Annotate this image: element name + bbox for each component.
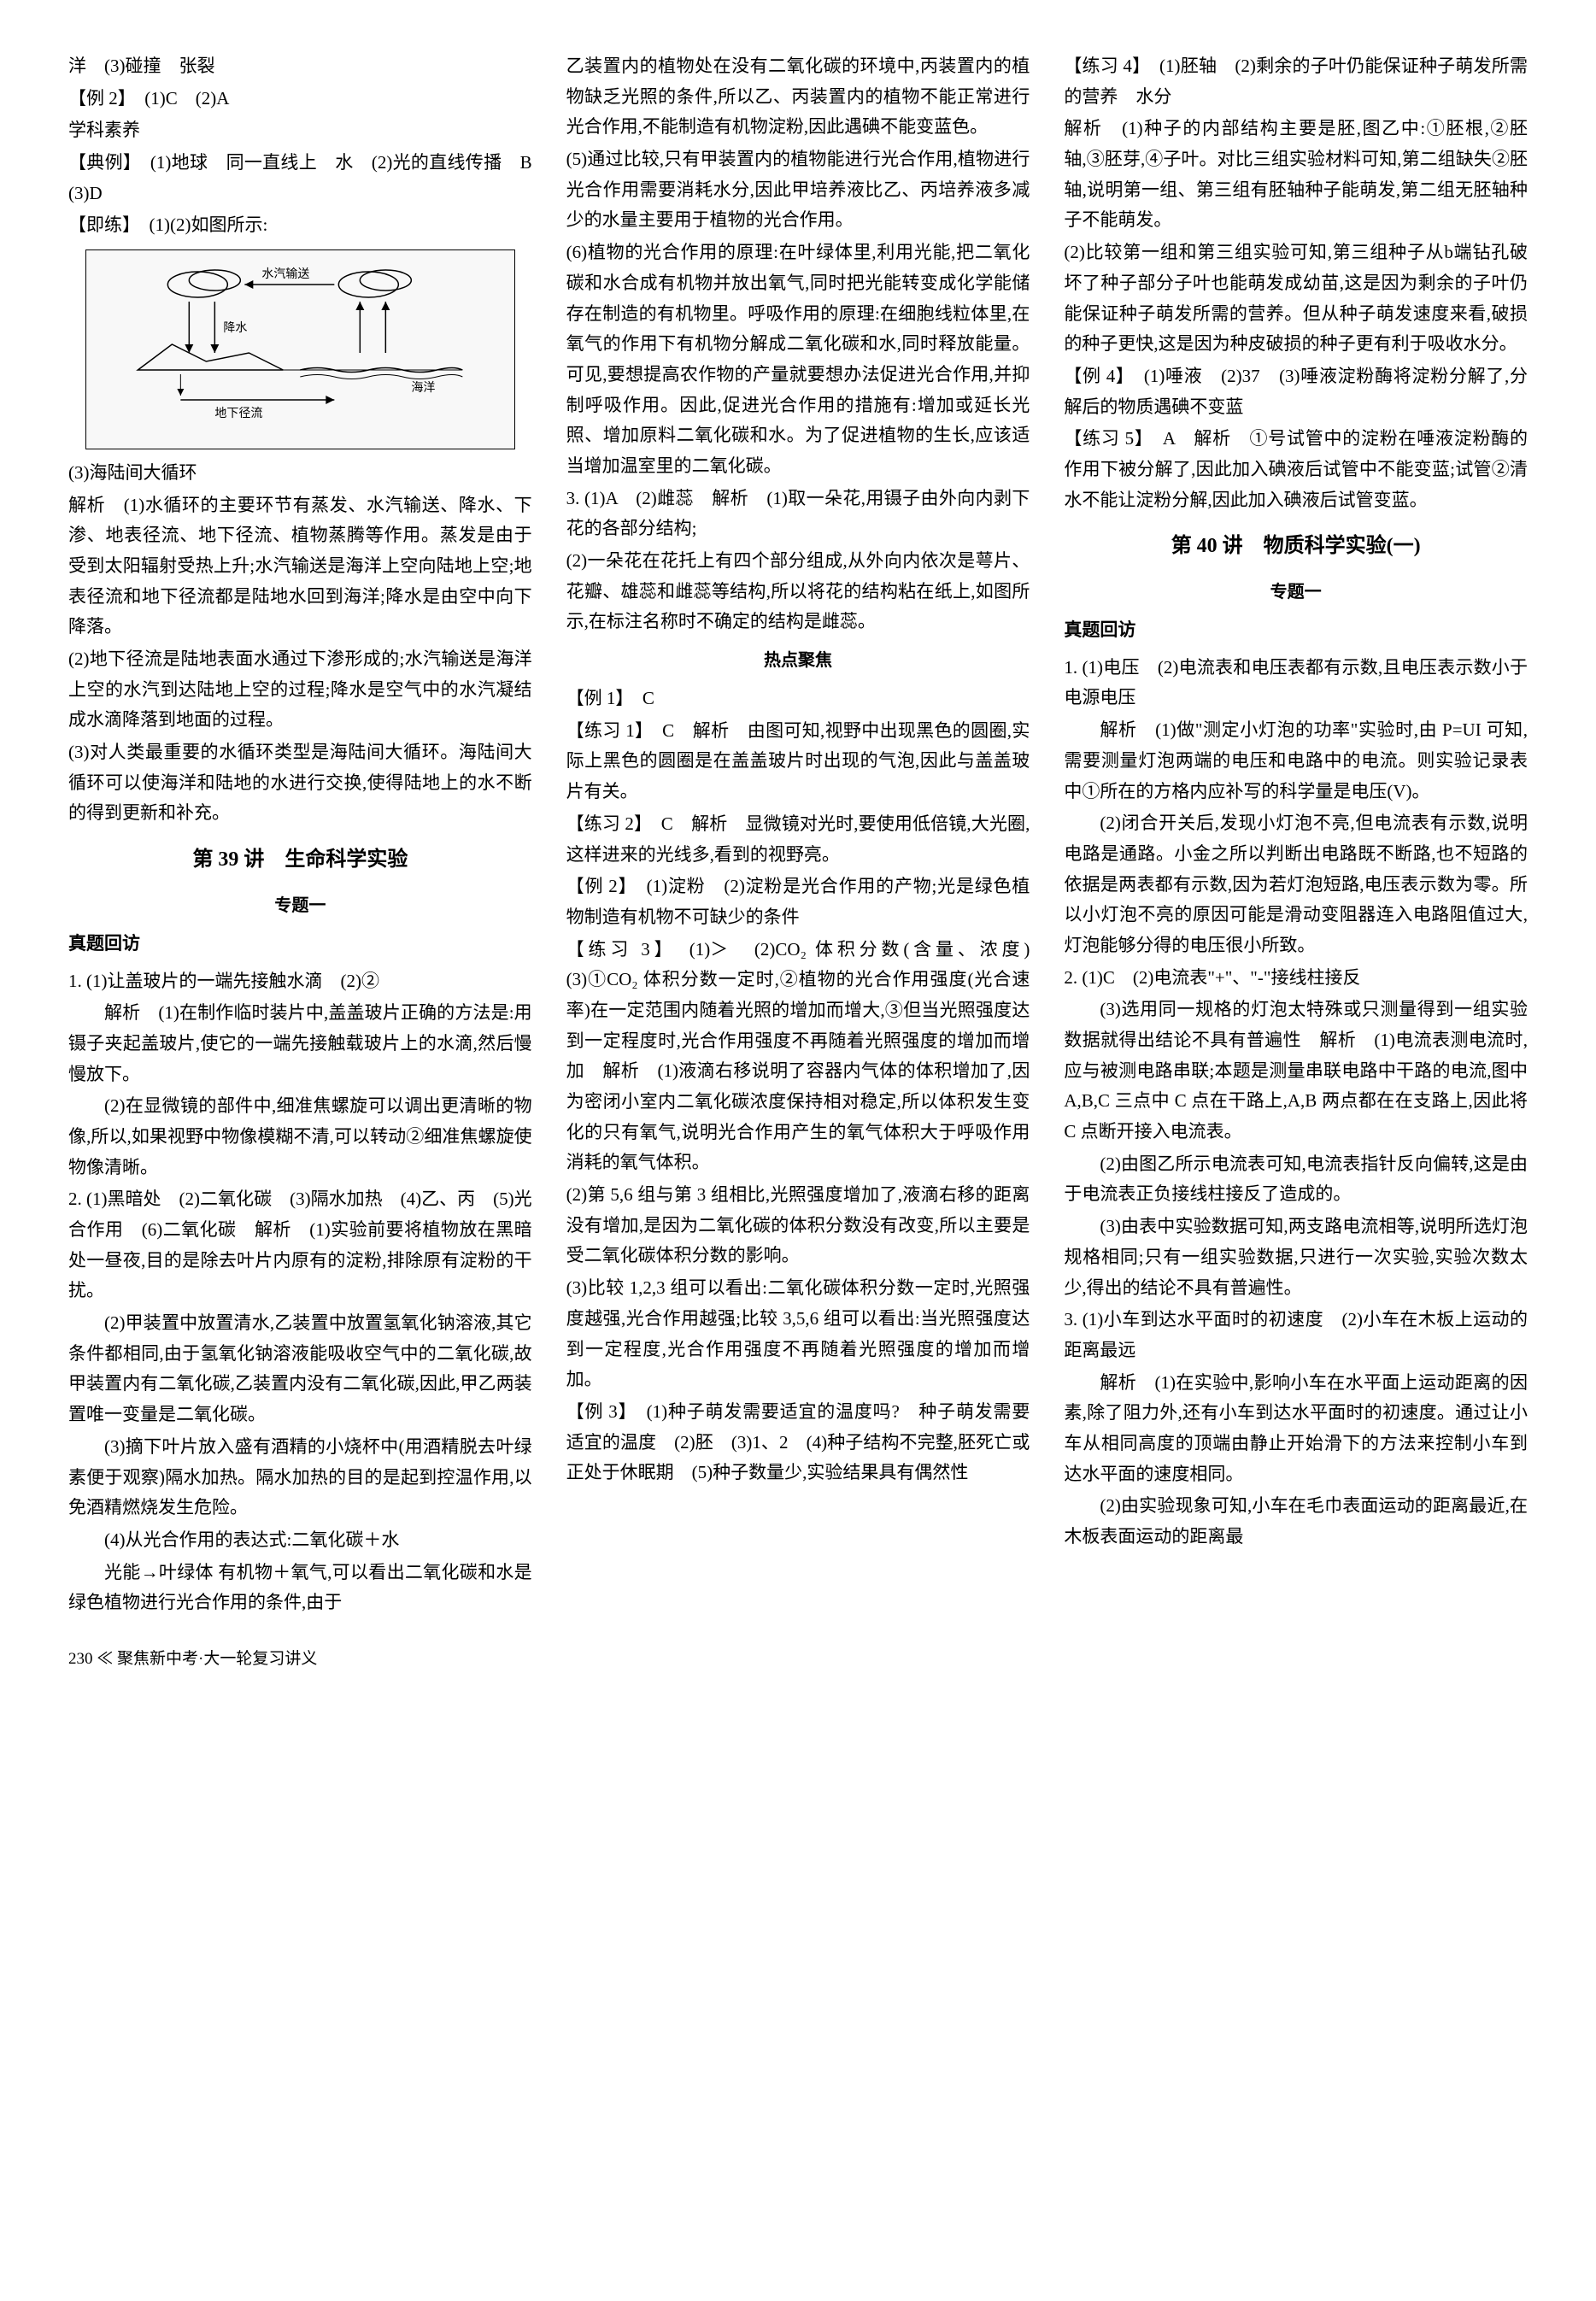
topic-heading: 真题回访 (1064, 615, 1528, 646)
text-line: (2)一朵花在花托上有四个部分组成,从外向内依次是萼片、花瓣、雄蕊和雌蕊等结构,… (566, 546, 1030, 637)
page-footer: 230 ≪ 聚焦新中考·大一轮复习讲义 (68, 1646, 1528, 1673)
text-line: (2)地下径流是陆地表面水通过下渗形成的;水汽输送是海洋上空的水汽到达陆地上空的… (68, 644, 532, 736)
text-line: (2)闭合开关后,发现小灯泡不亮,但电流表有示数,说明电路是通路。小金之所以判断… (1064, 808, 1528, 960)
page-container: 洋 (3)碰撞 张裂 【例 2】 (1)C (2)A 学科素养 【典例】 (1)… (68, 51, 1528, 1620)
sub-topic: 专题一 (1064, 578, 1528, 607)
text-line: 【练习 1】 C 解析 由图可知,视野中出现黑色的圆圈,实际上黑色的圆圈是在盖盖… (566, 716, 1030, 807)
text-line: 【例 4】 (1)唾液 (2)37 (3)唾液淀粉酶将淀粉分解了,分解后的物质遇… (1064, 361, 1528, 422)
text-line: (3)摘下叶片放入盛有酒精的小烧杯中(用酒精脱去叶绿素便于观察)隔水加热。隔水加… (68, 1432, 532, 1523)
text-line: 1. (1)电压 (2)电流表和电压表都有示数,且电压表示数小于电源电压 (1064, 653, 1528, 713)
text-line: 【练习 3】 (1)＞ (2)CO₂ 体积分数(含量、浓度) (3)①CO₂ 体… (566, 935, 1030, 1179)
diagram-label: 降水 (223, 321, 247, 335)
sub-topic: 专题一 (68, 891, 532, 920)
text-line: 2. (1)黑暗处 (2)二氧化碳 (3)隔水加热 (4)乙、丙 (5)光合作用… (68, 1184, 532, 1306)
text-line: 【例 2】 (1)淀粉 (2)淀粉是光合作用的产物;光是绿色植物制造有机物不可缺… (566, 872, 1030, 932)
text-line: 洋 (3)碰撞 张裂 (68, 51, 532, 82)
text-line: 【即练】 (1)(2)如图所示: (68, 210, 532, 241)
text-line: 【练习 4】 (1)胚轴 (2)剩余的子叶仍能保证种子萌发所需的营养 水分 (1064, 51, 1528, 112)
text-line: 【例 2】 (1)C (2)A (68, 84, 532, 114)
text-line: 1. (1)让盖玻片的一端先接触水滴 (2)② (68, 966, 532, 997)
text-line: 解析 (1)在制作临时装片中,盖盖玻片正确的方法是:用镊子夹起盖玻片,使它的一端… (68, 998, 532, 1089)
column-3: 【练习 4】 (1)胚轴 (2)剩余的子叶仍能保证种子萌发所需的营养 水分 解析… (1064, 51, 1528, 1620)
text-line: 解析 (1)在实验中,影响小车在水平面上运动距离的因素,除了阻力外,还有小车到达… (1064, 1368, 1528, 1490)
text-line: 乙装置内的植物处在没有二氧化碳的环境中,丙装置内的植物缺乏光照的条件,所以乙、丙… (566, 51, 1030, 143)
lecture-title: 第 40 讲 物质科学实验(一) (1064, 529, 1528, 564)
diagram-label: 水汽输送 (261, 267, 309, 281)
column-1: 洋 (3)碰撞 张裂 【例 2】 (1)C (2)A 学科素养 【典例】 (1)… (68, 51, 532, 1620)
text-line: 2. (1)C (2)电流表"+"、"-"接线柱接反 (1064, 963, 1528, 994)
text-line: 【例 3】 (1)种子萌发需要适宜的温度吗? 种子萌发需要适宜的温度 (2)胚 … (566, 1397, 1030, 1488)
text-line: 【练习 5】 A 解析 ①号试管中的淀粉在唾液淀粉酶的作用下被分解了,因此加入碘… (1064, 424, 1528, 515)
text-line: 【例 1】 C (566, 684, 1030, 714)
diagram-label: 海洋 (411, 381, 435, 395)
text-line: (3)海陆间大循环 (68, 458, 532, 489)
diagram-label: 地下径流 (214, 407, 262, 420)
text-line: (2)比较第一组和第三组实验可知,第三组种子从b端钻孔破坏了种子部分子叶也能萌发… (1064, 238, 1528, 360)
text-line: 解析 (1)水循环的主要环节有蒸发、水汽输送、降水、下渗、地表径流、地下径流、植… (68, 490, 532, 643)
text-line: (3)比较 1,2,3 组可以看出:二氧化碳体积分数一定时,光照强度越强,光合作… (566, 1273, 1030, 1395)
text-line: 解析 (1)种子的内部结构主要是胚,图乙中:①胚根,②胚轴,③胚芽,④子叶。对比… (1064, 114, 1528, 236)
sub-topic: 热点聚焦 (566, 646, 1030, 675)
text-line: 3. (1)小车到达水平面时的初速度 (2)小车在木板上运动的距离最远 (1064, 1305, 1528, 1365)
text-line: (3)由表中实验数据可知,两支路电流相等,说明所选灯泡规格相同;只有一组实验数据… (1064, 1212, 1528, 1303)
diagram-svg: 水汽输送 降水 海洋 (95, 259, 506, 430)
text-line: (3)选用同一规格的灯泡太特殊或只测量得到一组实验数据就得出结论不具有普遍性 解… (1064, 995, 1528, 1147)
text-line: (2)第 5,6 组与第 3 组相比,光照强度增加了,液滴右移的距离没有增加,是… (566, 1180, 1030, 1271)
text-line: (2)由图乙所示电流表可知,电流表指针反向偏转,这是由于电流表正负接线柱接反了造… (1064, 1149, 1528, 1210)
water-cycle-diagram: 水汽输送 降水 海洋 (85, 249, 515, 449)
text-line: (6)植物的光合作用的原理:在叶绿体里,利用光能,把二氧化碳和水合成有机物并放出… (566, 238, 1030, 482)
lecture-title: 第 39 讲 生命科学实验 (68, 842, 532, 878)
text-line: 学科素养 (68, 115, 532, 146)
text-line: 【练习 2】 C 解析 显微镜对光时,要使用低倍镜,大光圈,这样进来的光线多,看… (566, 809, 1030, 870)
text-line: (2)由实验现象可知,小车在毛巾表面运动的距离最近,在木板表面运动的距离最 (1064, 1491, 1528, 1552)
text-line: (2)在显微镜的部件中,细准焦螺旋可以调出更清晰的物像,所以,如果视野中物像模糊… (68, 1091, 532, 1183)
text-line: 3. (1)A (2)雌蕊 解析 (1)取一朵花,用镊子由外向内剥下花的各部分结… (566, 484, 1030, 544)
column-2: 乙装置内的植物处在没有二氧化碳的环境中,丙装置内的植物缺乏光照的条件,所以乙、丙… (566, 51, 1030, 1620)
text-line: (5)通过比较,只有甲装置内的植物能进行光合作用,植物进行光合作用需要消耗水分,… (566, 144, 1030, 236)
text-line: (2)甲装置中放置清水,乙装置中放置氢氧化钠溶液,其它条件都相同,由于氢氧化钠溶… (68, 1308, 532, 1430)
text-line: 光能→叶绿体 有机物＋氧气,可以看出二氧化碳和水是绿色植物进行光合作用的条件,由… (68, 1558, 532, 1618)
text-line: (4)从光合作用的表达式:二氧化碳＋水 (68, 1525, 532, 1556)
text-line: 【典例】 (1)地球 同一直线上 水 (2)光的直线传播 B (3)D (68, 148, 532, 208)
topic-heading: 真题回访 (68, 929, 532, 960)
text-line: (3)对人类最重要的水循环类型是海陆间大循环。海陆间大循环可以使海洋和陆地的水进… (68, 737, 532, 829)
text-line: 解析 (1)做"测定小灯泡的功率"实验时,由 P=UI 可知,需要测量灯泡两端的… (1064, 715, 1528, 807)
